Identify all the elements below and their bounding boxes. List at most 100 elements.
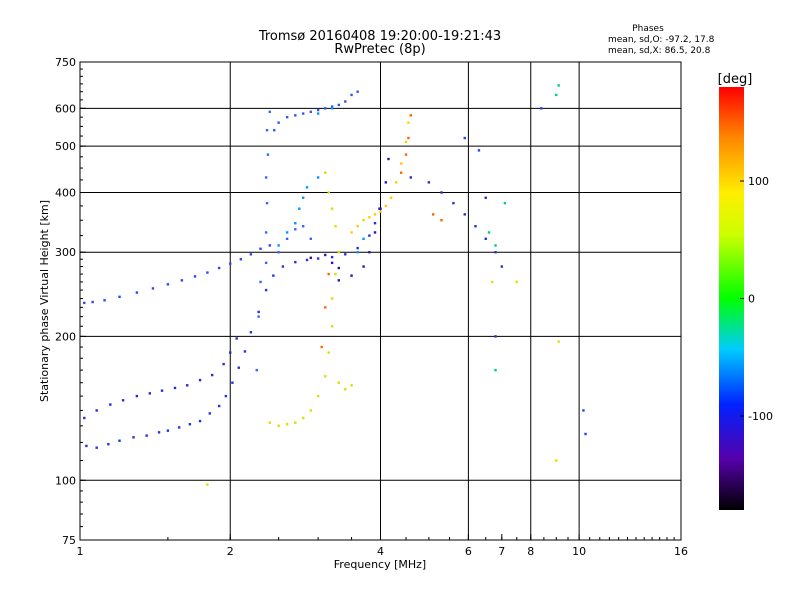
data-point [309, 237, 312, 241]
data-point [193, 275, 197, 278]
data-point [83, 416, 86, 420]
data-point [555, 459, 558, 462]
grid-lines [80, 62, 681, 540]
data-point [222, 362, 225, 366]
data-point [384, 204, 388, 208]
data-point [109, 403, 112, 406]
data-point [477, 149, 481, 152]
data-point [440, 191, 443, 194]
data-point [229, 262, 232, 265]
x-tick-label: 16 [674, 545, 688, 558]
data-point [151, 287, 155, 290]
data-point [301, 225, 305, 228]
data-point [330, 207, 334, 210]
data-point [555, 93, 558, 97]
data-point [373, 213, 377, 216]
data-point [494, 251, 497, 254]
data-point [121, 399, 125, 402]
colorbar-tick-label: 0 [748, 293, 755, 306]
data-point [515, 280, 518, 284]
data-point [95, 446, 98, 449]
data-point [208, 412, 212, 415]
data-point [334, 272, 337, 276]
data-point [264, 288, 268, 292]
data-point [249, 331, 253, 334]
data-point [277, 424, 280, 428]
data-point [582, 409, 585, 412]
y-tick-label: 300 [55, 246, 76, 259]
y-tick-label: 500 [55, 140, 76, 153]
data-point [237, 366, 240, 369]
colorbar [719, 87, 744, 510]
data-point [373, 222, 377, 225]
x-tick-label: 8 [527, 545, 534, 558]
data-point [324, 253, 327, 257]
data-point [440, 219, 443, 222]
data-point [294, 421, 297, 424]
data-point [500, 265, 504, 268]
data-point [316, 257, 320, 260]
colorbar-tick-label: 100 [748, 175, 769, 188]
data-point [484, 237, 487, 241]
data-point [557, 340, 560, 343]
data-point [277, 251, 280, 254]
data-point [337, 381, 341, 384]
y-tick-label: 600 [55, 102, 76, 115]
data-point [387, 157, 390, 161]
data-point [327, 351, 330, 354]
data-point [484, 196, 487, 199]
data-point [294, 228, 297, 231]
scatter-points [83, 84, 587, 486]
data-point [427, 181, 431, 184]
y-tick-label: 750 [55, 56, 76, 69]
colorbar-ticks: 100 0 -100 [740, 175, 773, 423]
data-point [407, 136, 410, 140]
data-point [356, 251, 359, 254]
data-point [407, 121, 410, 124]
data-point [324, 375, 327, 378]
data-point [118, 295, 121, 299]
y-tick-label: 200 [55, 330, 76, 343]
data-point [384, 181, 388, 184]
data-point [243, 350, 247, 353]
data-point [324, 171, 327, 174]
data-point [350, 274, 353, 277]
data-point [337, 103, 341, 107]
x-axis-label: Frequency [MHz] [334, 558, 426, 571]
data-point [103, 299, 106, 302]
data-point [330, 297, 334, 300]
x-tick-label: 7 [498, 545, 505, 558]
data-point [389, 196, 393, 199]
colorbar-tick-label: -100 [748, 410, 773, 423]
data-point [224, 394, 228, 398]
data-point [334, 225, 337, 228]
stats-line-o: mean, sd,O: -97.2, 17.8 [608, 35, 715, 45]
data-point [305, 186, 309, 189]
data-point [399, 162, 403, 165]
data-point [356, 246, 359, 250]
data-point [330, 107, 334, 110]
data-point [330, 325, 334, 328]
data-point [217, 404, 221, 408]
data-point [350, 93, 353, 97]
data-point [494, 368, 497, 372]
data-point [166, 283, 170, 286]
stats-heading: Phases [632, 24, 664, 34]
data-point [259, 280, 262, 284]
data-point [463, 136, 466, 140]
data-point [177, 426, 181, 429]
data-point [249, 253, 253, 256]
data-point [584, 432, 587, 436]
data-point [540, 107, 543, 110]
data-point [268, 110, 271, 114]
data-point [148, 392, 152, 395]
data-point [474, 225, 477, 228]
data-point [409, 176, 412, 179]
data-point [198, 419, 202, 423]
data-point [337, 279, 341, 282]
data-point [356, 225, 359, 228]
data-point [273, 128, 276, 132]
data-point [281, 265, 285, 268]
data-point [160, 389, 164, 392]
